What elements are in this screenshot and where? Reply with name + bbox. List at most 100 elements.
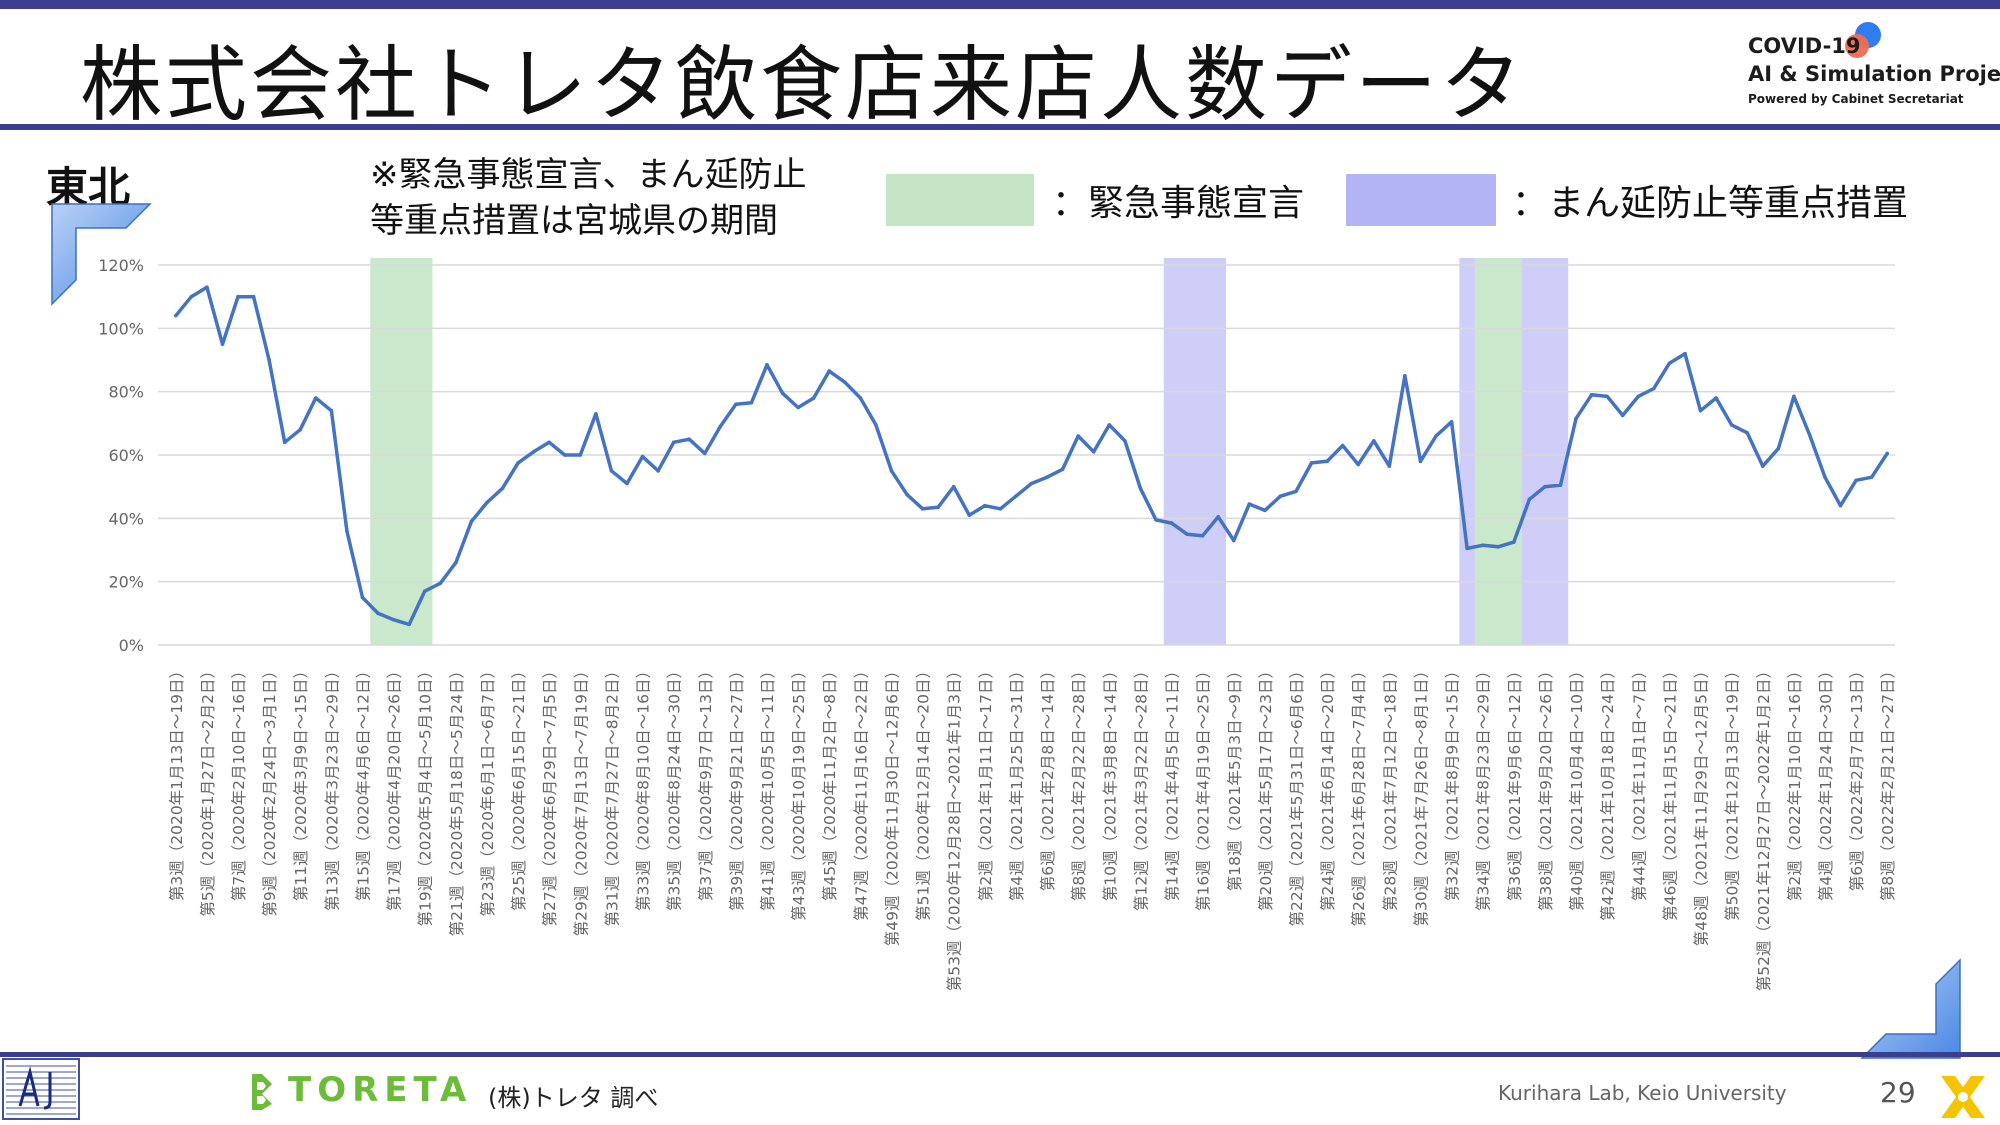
data-point (609, 469, 614, 473)
data-point (422, 589, 427, 593)
data-point (1325, 459, 1329, 464)
data-point (1403, 374, 1407, 378)
x-tick-label: 第30週（2021年7月26日～8月1日） (1412, 663, 1430, 926)
x-tick-label: 第38週（2021年9月20日～26日） (1537, 663, 1555, 911)
x-tick-label: 第53週（2020年12月28日～2021年1月3日） (946, 663, 964, 991)
x-tick-label: 第28週（2021年7月12日～18日） (1381, 663, 1399, 911)
x-tick-label: 第25週（2020年6月15日～21日） (510, 663, 528, 911)
data-point (718, 424, 723, 429)
period-bands (370, 258, 1569, 645)
data-point (671, 440, 676, 445)
data-point (189, 294, 194, 299)
x-tick-label: 第11週（2020年3月9日～15日） (292, 663, 310, 901)
data-point (905, 492, 909, 497)
data-point (1745, 431, 1749, 435)
data-point (345, 529, 349, 533)
x-tick-label: 第7週（2020年2月10日～16日） (230, 663, 248, 901)
data-point (889, 469, 894, 473)
data-point (454, 560, 458, 565)
legend-label-manen: ：まん延防止等重点措置 (1512, 183, 1909, 224)
data-point (205, 285, 209, 289)
data-point (1216, 514, 1221, 519)
series-line (173, 285, 1890, 627)
period-note: ※緊急事態宣言、まん延防止 等重点措置は宮城県の期間 (370, 152, 807, 244)
data-point (314, 396, 318, 400)
data-point (827, 369, 832, 373)
x-tick-label: 第46週（2021年11月15日～21日） (1661, 663, 1679, 921)
x-tick-label: 第23週（2020年6月1日～6月7日） (479, 663, 497, 917)
page-number: 29 (1880, 1076, 1916, 1109)
data-point (1138, 486, 1143, 491)
data-point (1667, 361, 1672, 365)
data-point (1185, 532, 1189, 536)
data-point (1418, 459, 1423, 464)
data-point (485, 500, 489, 505)
x-tick-label: 第26週（2021年6月28日～7月4日） (1350, 663, 1368, 926)
x-tick-label: 第5週（2020年1月27日～2月2日） (199, 663, 217, 917)
data-point (1076, 434, 1080, 438)
data-point (998, 507, 1003, 511)
data-point (1760, 464, 1765, 468)
data-point (531, 450, 536, 454)
x-tick-label: 第21週（2020年5月18日～5月24日） (448, 663, 466, 936)
data-point (1060, 467, 1065, 472)
x-tick-label: 第10週（2021年3月8日～14日） (1101, 663, 1119, 901)
data-point (1527, 497, 1532, 502)
data-point (251, 294, 256, 299)
data-point (1449, 419, 1454, 424)
y-tick-label: 100% (98, 319, 144, 338)
data-point (951, 484, 956, 489)
x-tick-label: 第50週（2021年12月13日～19日） (1724, 663, 1742, 921)
data-point (1309, 461, 1314, 465)
data-point (1776, 446, 1781, 451)
data-point (469, 519, 474, 524)
y-tick-label: 80% (108, 383, 144, 402)
data-point (360, 595, 365, 600)
y-tick-label: 20% (108, 573, 144, 592)
data-point (1792, 394, 1796, 399)
data-point (1636, 394, 1641, 399)
data-point (967, 513, 972, 517)
x-tick-label: 第14週（2021年4月5日～11日） (1164, 663, 1182, 901)
data-point (1340, 443, 1345, 448)
x-tick-label: 第40週（2021年10月4日～10日） (1568, 663, 1586, 911)
data-point (874, 423, 878, 427)
data-point (329, 408, 334, 413)
x-tick-label: 第45週（2020年11月2日～8日） (821, 663, 839, 901)
data-point (1823, 475, 1827, 479)
data-source: (株)トレタ 調べ (488, 1084, 659, 1112)
x-tick-label: 第51週（2020年12月14日～20日） (915, 663, 933, 921)
data-point (1698, 408, 1703, 413)
data-point (780, 391, 785, 396)
data-point (1091, 450, 1096, 454)
x-tick-label: 第2週（2022年1月10日～16日） (1786, 663, 1804, 901)
x-tick-label: 第49週（2020年11月30日～12月6日） (883, 663, 901, 946)
data-point (1605, 394, 1609, 399)
x-tick-label: 第20週（2021年5月17日～23日） (1257, 663, 1275, 911)
data-point (1652, 386, 1656, 391)
data-point (1838, 503, 1843, 508)
data-point (1387, 464, 1392, 468)
x-tick-label: 第43週（2020年10月19日～25日） (790, 663, 808, 921)
period-band-manen-4 (1521, 258, 1569, 645)
y-axis-ticks: 0% 20% 40% 60% 80% 100% 120% (98, 256, 144, 655)
data-point (1620, 413, 1625, 418)
legend-swatch-emergency (886, 174, 1034, 226)
data-point (796, 405, 800, 410)
corner-ornament-top-left (51, 203, 152, 306)
data-point (1480, 543, 1485, 548)
data-point (1543, 484, 1547, 489)
data-point (687, 437, 692, 441)
data-point (500, 486, 505, 491)
x-tick-label: 第17週（2020年4月20日～26日） (386, 663, 404, 911)
lab-name: Kurihara Lab, Keio University (1498, 1081, 1787, 1105)
period-band-manen-1 (1163, 258, 1226, 645)
data-point (1029, 481, 1034, 486)
x-tick-label: 第4週（2021年1月25日～31日） (1008, 663, 1026, 901)
x-tick-label: 第44週（2021年11月1日～7日） (1630, 663, 1648, 901)
data-point (1231, 538, 1236, 543)
top-accent-bar (0, 0, 2000, 9)
data-point (1371, 438, 1376, 443)
data-point (282, 440, 287, 445)
data-point (983, 503, 987, 508)
